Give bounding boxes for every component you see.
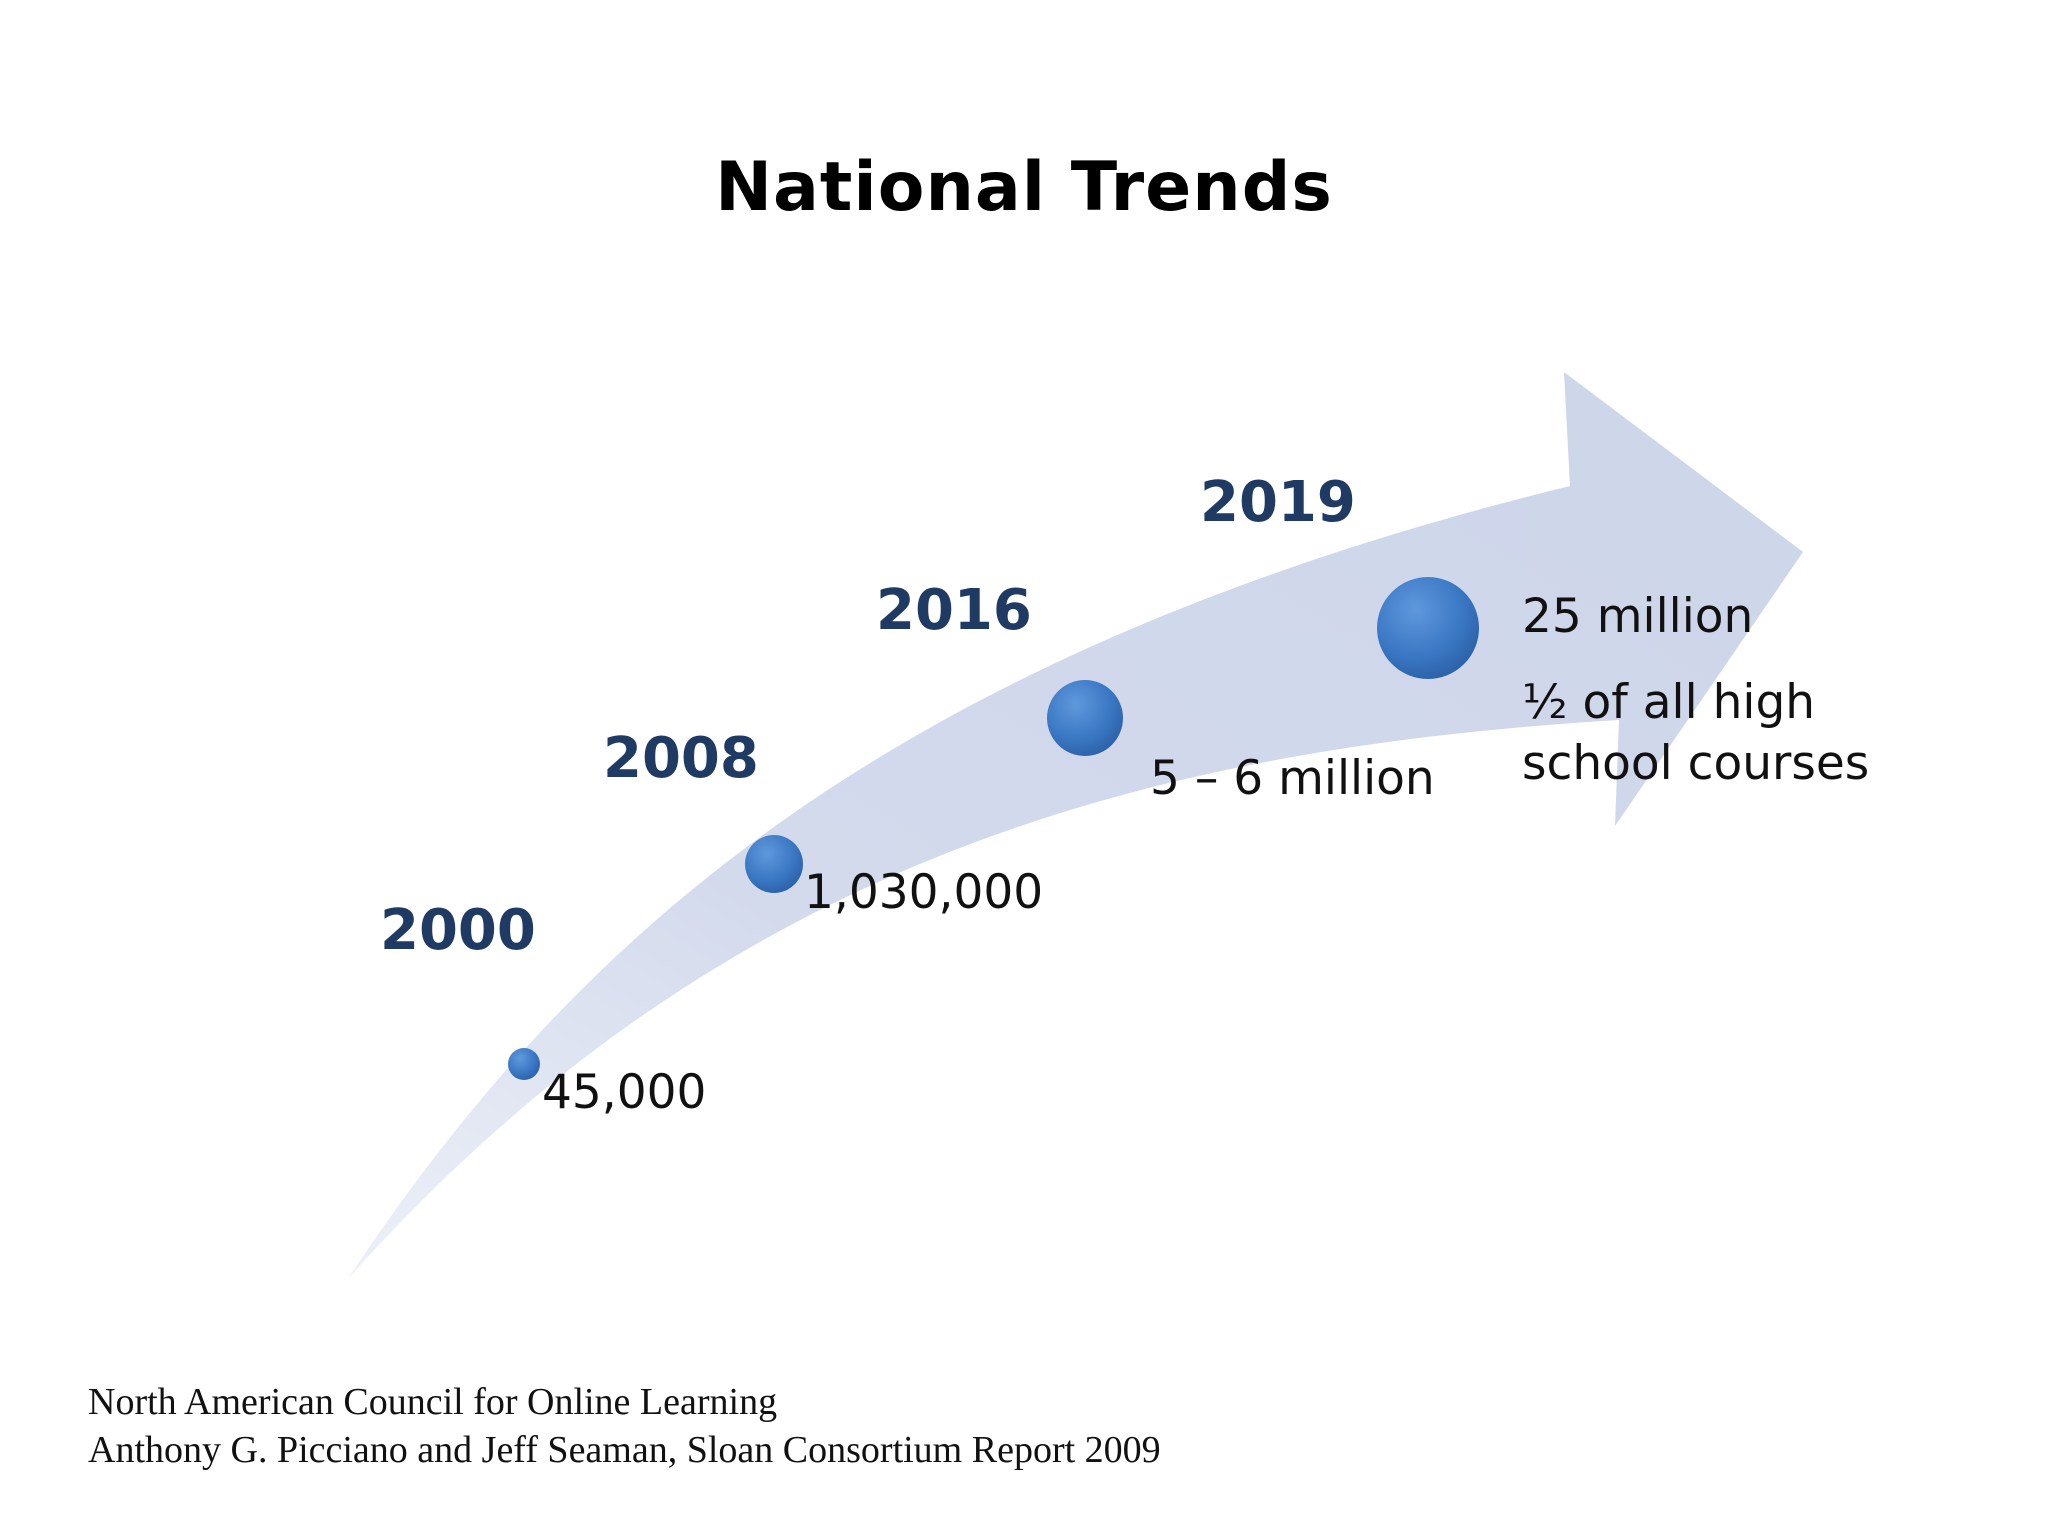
source-line-1: North American Council for Online Learni… bbox=[88, 1381, 778, 1423]
slide-title: National Trends bbox=[715, 148, 1333, 227]
growth-arrow bbox=[347, 372, 1803, 1280]
source-line-2: Anthony G. Picciano and Jeff Seaman, Slo… bbox=[88, 1429, 1161, 1471]
source-citation: North American Council for Online Learni… bbox=[88, 1378, 1161, 1474]
note-label-2019: ½ of all high school courses bbox=[1522, 675, 1870, 792]
value-label-2019: 25 million bbox=[1522, 589, 1754, 644]
value-label-2008: 1,030,000 bbox=[804, 865, 1044, 920]
bubble-2008 bbox=[745, 835, 803, 893]
year-label-2019: 2019 bbox=[1200, 470, 1356, 535]
bubble-2016 bbox=[1047, 680, 1123, 756]
year-label-2000: 2000 bbox=[380, 898, 536, 963]
bubble-2019 bbox=[1377, 577, 1479, 679]
value-label-2000: 45,000 bbox=[542, 1065, 707, 1120]
year-label-2008: 2008 bbox=[603, 726, 759, 791]
bubble-2000 bbox=[508, 1048, 540, 1080]
value-label-2016: 5 – 6 million bbox=[1150, 751, 1435, 806]
year-label-2016: 2016 bbox=[876, 578, 1032, 643]
